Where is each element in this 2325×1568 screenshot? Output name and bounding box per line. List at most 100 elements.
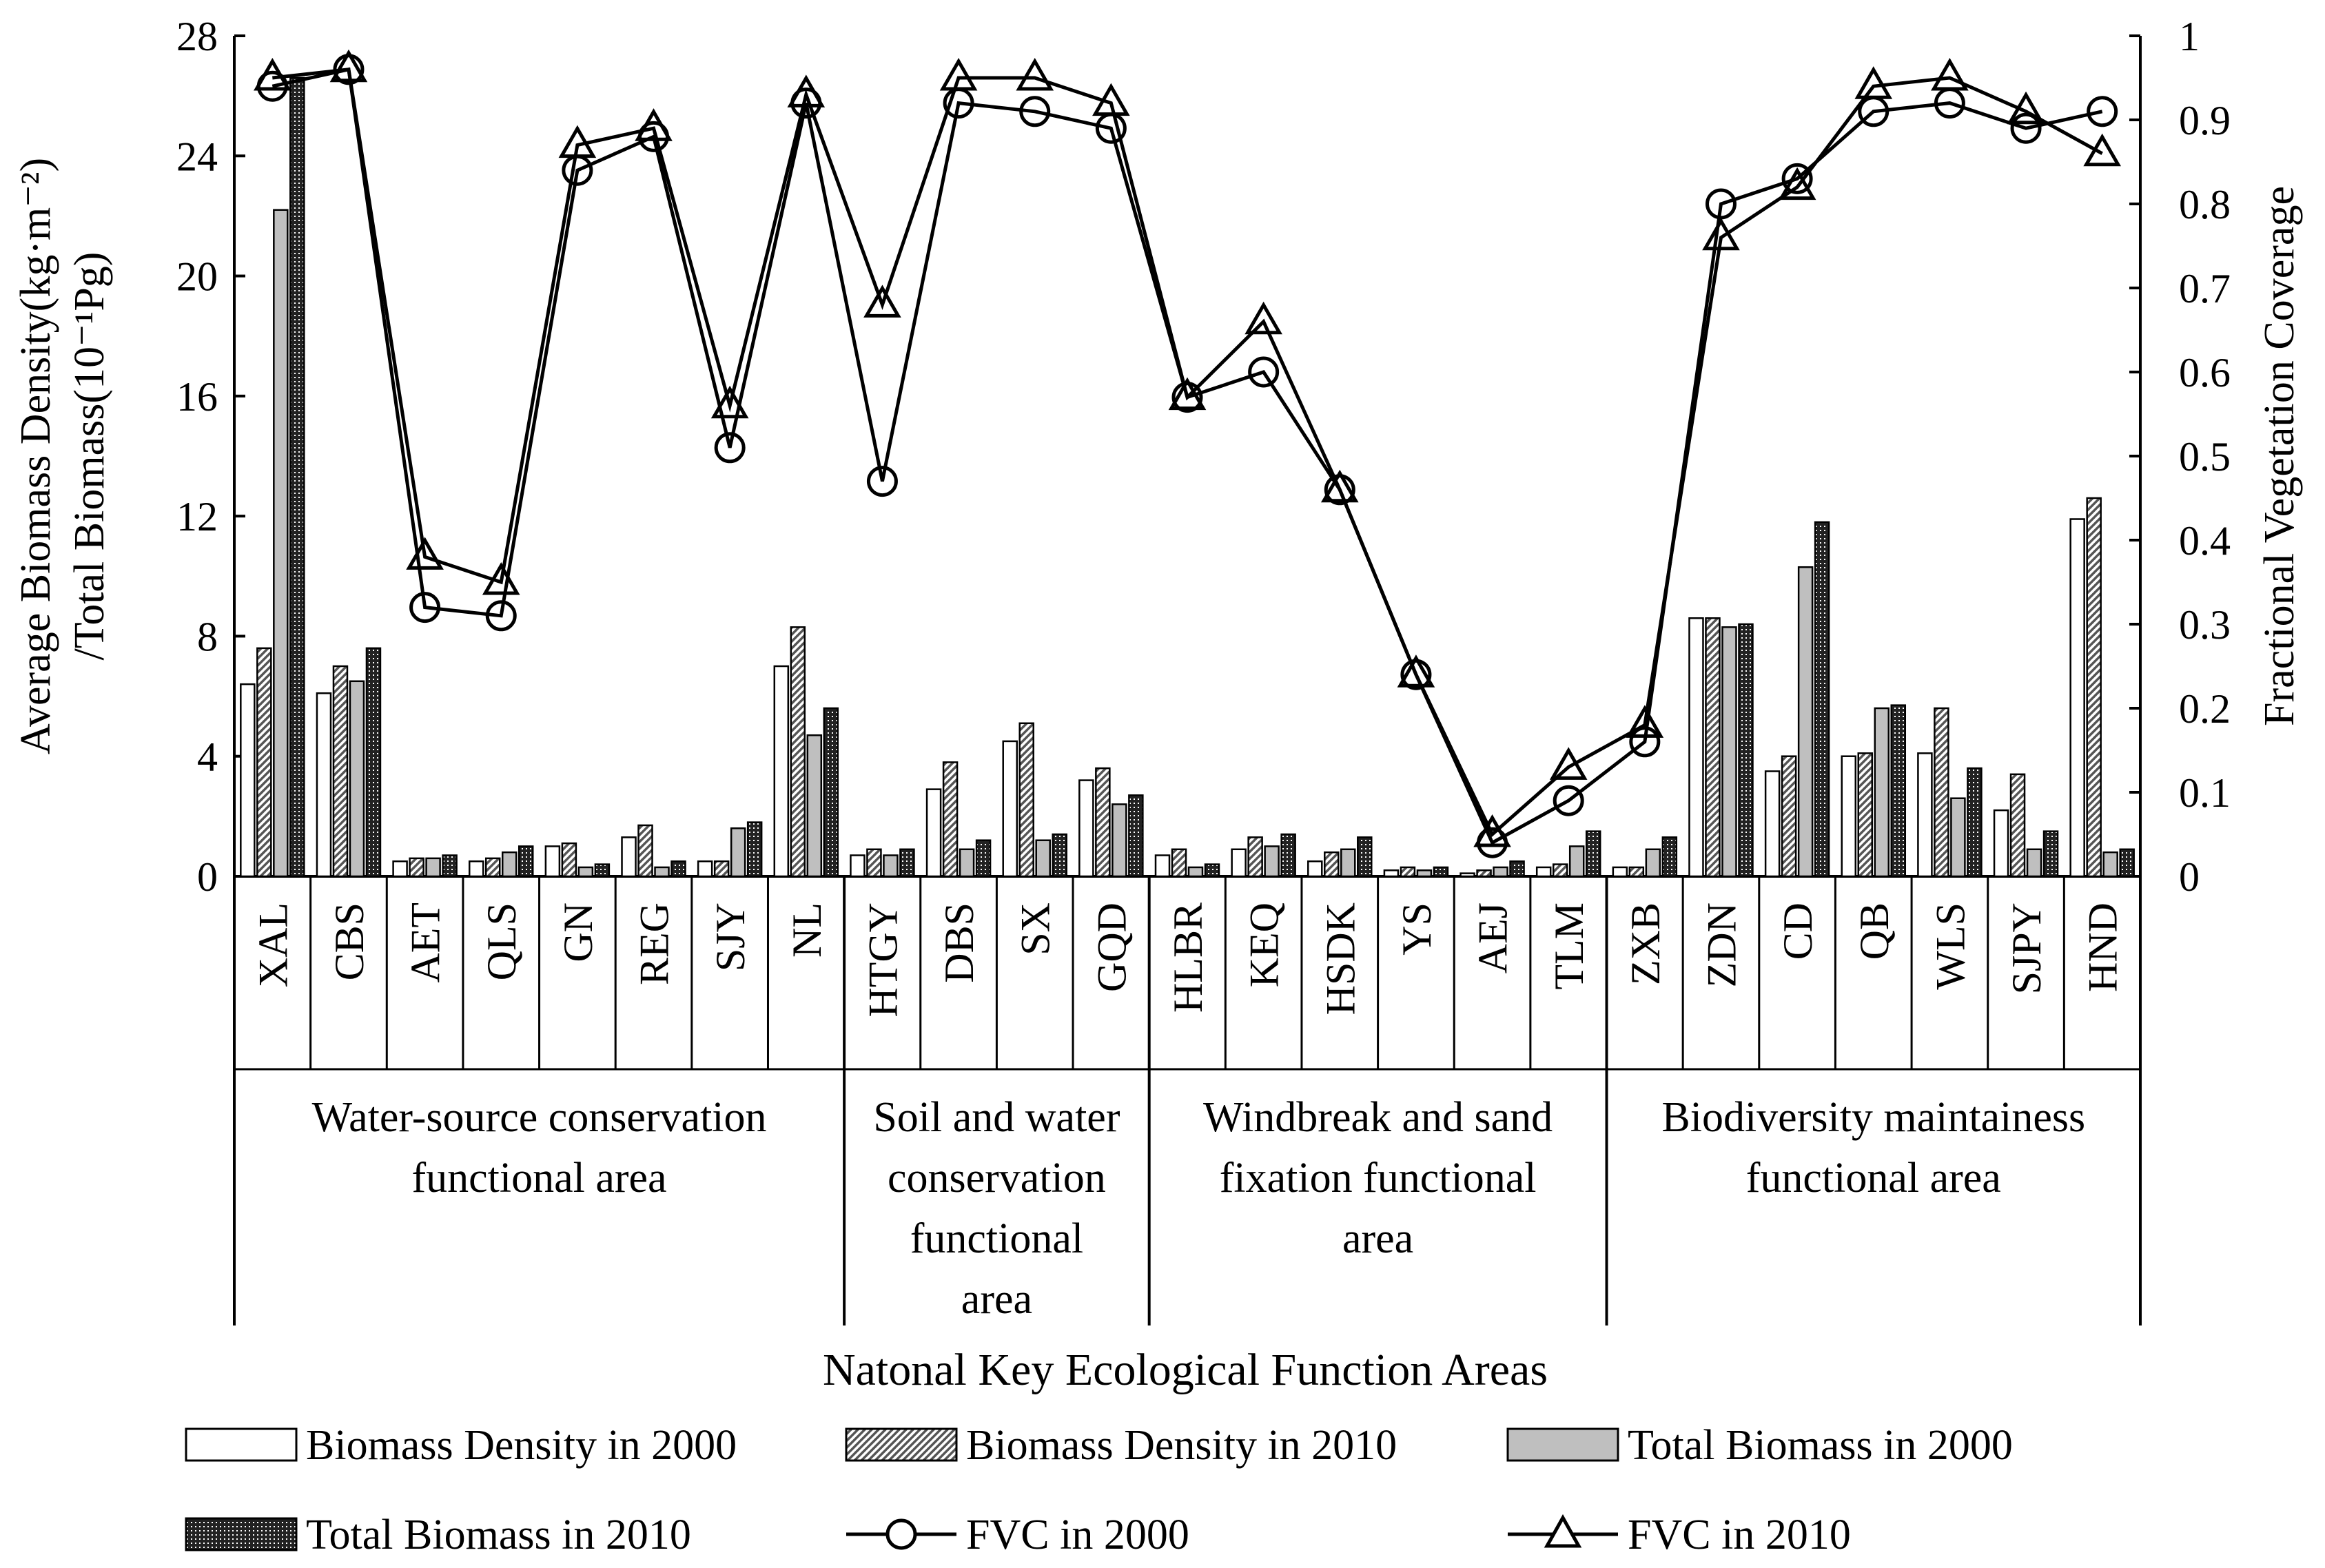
left-tick-label: 28 xyxy=(176,14,218,59)
bar-2-SJPY xyxy=(2026,848,2042,878)
group-label-1-line-3: area xyxy=(961,1276,1032,1323)
fvc2010-point-HSDK xyxy=(1320,469,1359,503)
left-axis-ticks: 0 4 8 12 16 20 24 28 xyxy=(176,14,245,900)
fvc2000-point-CD xyxy=(1781,163,1813,194)
category-label-YS: YS xyxy=(1394,902,1440,956)
bar-0-CD xyxy=(1764,770,1781,878)
fvc2010-point-DBS xyxy=(939,57,978,91)
category-label-SJPY: SJPY xyxy=(2004,902,2049,994)
fvc2000-point-QLS xyxy=(485,600,517,632)
bar-3-QB xyxy=(1890,704,1907,878)
bar-2-WLS xyxy=(1950,797,1966,878)
fvc2000-point-HTGY xyxy=(866,466,898,497)
bar-1-XAL xyxy=(256,647,272,878)
bar-0-HTGY xyxy=(850,854,866,878)
x-axis-label: Natonal Key Ecological Function Areas xyxy=(823,1345,1548,1395)
bar-0-HSDK xyxy=(1307,860,1323,878)
bar-3-ZXB xyxy=(1661,836,1678,878)
bar-2-HTGY xyxy=(883,854,899,878)
bar-0-REG xyxy=(621,836,637,878)
category-label-CBS: CBS xyxy=(327,902,372,980)
bar-1-GQD xyxy=(1095,767,1111,878)
bar-0-SJY xyxy=(697,860,713,878)
bar-3-YS xyxy=(1433,866,1449,878)
bar-0-ZDN xyxy=(1688,617,1704,878)
legend-swatch-bd2000 xyxy=(185,1427,298,1462)
left-tick-label: 8 xyxy=(197,614,218,659)
category-label-REG: REG xyxy=(632,902,677,985)
bar-3-GN xyxy=(594,863,611,878)
category-label-ZDN: ZDN xyxy=(1699,902,1744,987)
category-label-HSDK: HSDK xyxy=(1318,902,1363,1015)
category-label-GQD: GQD xyxy=(1089,902,1134,992)
group-label-1-line-2: functional xyxy=(910,1215,1083,1262)
fvc2010-point-SX xyxy=(1016,57,1054,91)
left-tick-label: 20 xyxy=(176,254,218,300)
bar-0-QB xyxy=(1841,755,1857,878)
left-tick-label: 12 xyxy=(176,494,218,539)
fvc2010-point-SJY xyxy=(710,385,749,419)
fvc2010-point-ZXB xyxy=(1626,705,1664,738)
category-label-GN: GN xyxy=(555,902,601,962)
bar-1-HND xyxy=(2086,497,2102,878)
y-axis-label-right: Fractional Vegetation Coverage xyxy=(2256,186,2303,726)
category-label-QB: QB xyxy=(1852,902,1897,960)
fvc2010-point-SJPY xyxy=(2007,91,2045,125)
bar-0-HND xyxy=(2069,518,2085,878)
bar-3-HLBR xyxy=(1204,863,1220,878)
bar-2-HLBR xyxy=(1187,866,1204,878)
bar-3-CD xyxy=(1814,521,1830,878)
bar-2-AET xyxy=(425,857,441,878)
bar-0-AEJ xyxy=(1459,872,1475,878)
fvc2010-point-XAL xyxy=(253,57,291,91)
category-label-NL: NL xyxy=(784,902,830,958)
bar-0-KEQ xyxy=(1231,848,1247,878)
bar-2-KEQ xyxy=(1264,845,1280,878)
right-tick-label: 0.3 xyxy=(2179,602,2231,648)
y-axis-label-left-line2: /Total Biomass(10⁻¹Pg) xyxy=(66,252,113,661)
group-labels: Water-source conservation functional area… xyxy=(233,876,2142,1325)
fvc2000-point-SX xyxy=(1019,96,1051,127)
bar-2-GQD xyxy=(1112,803,1127,878)
bar-0-SJPY xyxy=(1993,809,2009,878)
bar-2-ZDN xyxy=(1721,626,1737,878)
category-label-HND: HND xyxy=(2080,902,2126,992)
bar-3-TLM xyxy=(1585,830,1601,878)
bar-2-TLM xyxy=(1568,845,1585,878)
bar-2-CBS xyxy=(349,680,365,878)
bar-2-HSDK xyxy=(1340,848,1356,878)
legend-marker-fvc2010 xyxy=(1544,1514,1582,1548)
left-tick-label: 24 xyxy=(176,134,218,179)
category-label-TLM: TLM xyxy=(1546,902,1592,990)
fvc2010-point-NL xyxy=(787,74,826,107)
fvc2010-point-AEJ xyxy=(1473,814,1511,847)
category-label-HLBR: HLBR xyxy=(1165,902,1211,1013)
bar-2-HND xyxy=(2102,851,2118,878)
category-label-AEJ: AEJ xyxy=(1471,902,1516,973)
fvc2000-point-AET xyxy=(409,592,441,623)
bar-1-YS xyxy=(1400,866,1416,878)
legend-label-bd2010: Biomass Density in 2010 xyxy=(966,1422,1397,1469)
fvc2010-point-HLBR xyxy=(1168,377,1207,411)
bar-1-GN xyxy=(561,842,577,878)
bar-1-KEQ xyxy=(1247,836,1263,878)
fvc2010-point-WLS xyxy=(1931,57,1969,91)
fvc2010-point-HND xyxy=(2083,133,2122,167)
bar-0-DBS xyxy=(925,788,942,878)
category-label-HTGY: HTGY xyxy=(860,902,905,1018)
bar-1-HSDK xyxy=(1324,851,1340,878)
right-tick-label: 0.7 xyxy=(2179,266,2231,311)
bar-0-NL xyxy=(773,665,790,878)
fvc2000-point-KEQ xyxy=(1248,356,1280,388)
bar-1-AEJ xyxy=(1476,869,1492,878)
bar-2-GN xyxy=(577,866,594,878)
bar-0-TLM xyxy=(1535,866,1552,878)
bar-1-QLS xyxy=(484,857,501,878)
bar-2-NL xyxy=(806,734,823,878)
legend-label-tb2010: Total Biomass in 2010 xyxy=(306,1512,691,1558)
bar-2-SX xyxy=(1035,839,1051,878)
bar-1-SX xyxy=(1018,722,1034,878)
legend-label-bd2000: Biomass Density in 2000 xyxy=(306,1422,737,1469)
group-label-1-line-1: conservation xyxy=(888,1155,1106,1201)
